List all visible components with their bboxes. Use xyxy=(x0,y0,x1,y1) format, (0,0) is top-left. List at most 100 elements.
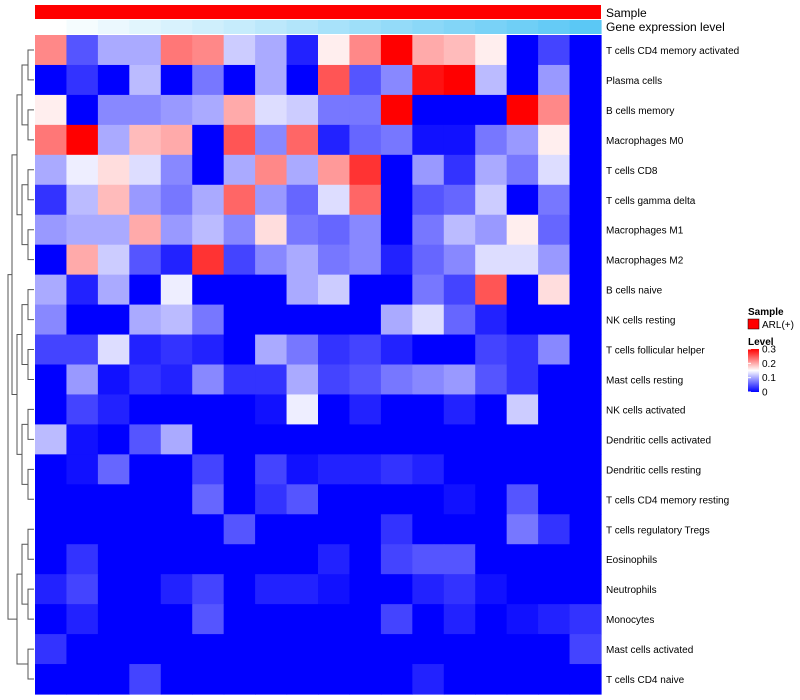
heatmap-cell xyxy=(129,424,162,455)
heatmap-cell xyxy=(35,514,68,545)
heatmap-cell xyxy=(129,544,162,575)
heatmap-cell xyxy=(380,514,413,545)
heatmap-cell xyxy=(538,544,571,575)
heatmap-cell xyxy=(66,274,99,306)
heatmap-cell xyxy=(475,94,508,126)
heatmap-cell xyxy=(255,244,288,276)
heatmap-cell xyxy=(475,484,508,515)
heatmap-cell xyxy=(475,274,508,306)
annotation-tracks xyxy=(35,5,602,34)
row-label: T cells CD4 memory activated xyxy=(606,46,739,57)
heatmap-cell xyxy=(443,664,476,695)
heatmap-cell xyxy=(318,244,351,276)
heatmap-cell xyxy=(349,214,382,246)
heatmap-cell xyxy=(97,514,130,545)
row-label: Macrophages M0 xyxy=(606,136,684,147)
heatmap-cell xyxy=(160,35,193,66)
heatmap-cell xyxy=(192,364,225,396)
heatmap-cell xyxy=(255,514,288,545)
heatmap-cell xyxy=(66,184,99,216)
heatmap-cell xyxy=(160,274,193,306)
legend-sample-swatch xyxy=(747,318,760,330)
heatmap-cell xyxy=(192,484,225,515)
heatmap-cell xyxy=(318,35,351,66)
heatmap-cell xyxy=(475,574,508,605)
heatmap-cell xyxy=(129,664,162,695)
heatmap-cell xyxy=(66,604,99,635)
heatmap-cell xyxy=(97,154,130,186)
heatmap-cell xyxy=(380,634,413,665)
heatmap-cell xyxy=(506,274,539,306)
heatmap-cell xyxy=(349,574,382,605)
heatmap-cell xyxy=(223,664,256,695)
heatmap-cell xyxy=(380,394,413,426)
heatmap-cell xyxy=(318,664,351,695)
heatmap-cell xyxy=(506,604,539,635)
heatmap-cell xyxy=(66,334,99,366)
heatmap-cell xyxy=(192,304,225,336)
heatmap-cell xyxy=(160,664,193,695)
annotation-expression-cell xyxy=(129,20,162,34)
legend-sample-title: Sample xyxy=(748,307,784,318)
heatmap-cell xyxy=(223,124,256,156)
row-label: T cells gamma delta xyxy=(606,196,696,207)
heatmap-cell xyxy=(569,274,602,306)
legend-gradient-bar xyxy=(748,349,759,392)
heatmap-cell xyxy=(412,664,445,695)
heatmap-cell xyxy=(380,244,413,276)
heatmap-cell xyxy=(380,64,413,96)
dendrogram-branch xyxy=(11,154,17,395)
heatmap-cell xyxy=(35,154,68,186)
row-label: Neutrophils xyxy=(606,585,657,596)
heatmap-cell xyxy=(412,184,445,216)
row-label: T cells CD8 xyxy=(606,166,658,177)
heatmap-cell xyxy=(380,424,413,455)
heatmap-cell xyxy=(569,35,602,66)
heatmap-cell xyxy=(475,64,508,96)
heatmap-cell xyxy=(192,244,225,276)
heatmap-cell xyxy=(192,154,225,186)
annotation-expression-cell xyxy=(318,20,351,34)
heatmap-cell xyxy=(286,35,319,66)
heatmap-cell xyxy=(538,394,571,426)
heatmap-cell xyxy=(538,94,571,126)
heatmap-cell xyxy=(443,304,476,336)
dendrogram-branch xyxy=(27,648,34,680)
heatmap-cell xyxy=(538,274,571,306)
heatmap-cell xyxy=(286,574,319,605)
annotation-expression-cell xyxy=(66,20,99,34)
heatmap-cell xyxy=(538,514,571,545)
heatmap-cell xyxy=(35,544,68,575)
heatmap-cell xyxy=(129,94,162,126)
heatmap-cell xyxy=(349,35,382,66)
heatmap-cell xyxy=(506,424,539,455)
heatmap-cell xyxy=(160,484,193,515)
heatmap-cell xyxy=(160,364,193,396)
heatmap-cell xyxy=(129,604,162,635)
heatmap-cell xyxy=(443,94,476,126)
heatmap-cell xyxy=(286,394,319,426)
row-label: Macrophages M1 xyxy=(606,226,684,237)
legend-sample-entry: ARL(+) xyxy=(762,320,794,331)
heatmap-cell xyxy=(569,424,602,455)
row-label: B cells memory xyxy=(606,106,674,117)
legend-ticks: 0.3 0.2 0.1 0 xyxy=(748,345,776,399)
heatmap-cell xyxy=(286,334,319,366)
heatmap-cell xyxy=(129,634,162,665)
heatmap-cell xyxy=(349,154,382,186)
heatmap-cell xyxy=(255,94,288,126)
heatmap-cell xyxy=(286,94,319,126)
heatmap-cell xyxy=(569,334,602,366)
heatmap-cell xyxy=(286,424,319,455)
heatmap-cell xyxy=(318,304,351,336)
heatmap-cell xyxy=(443,634,476,665)
heatmap-cell xyxy=(318,274,351,306)
dendrogram-branch xyxy=(21,184,28,246)
heatmap-cell xyxy=(349,274,382,306)
heatmap-cell xyxy=(97,544,130,575)
heatmap-cell xyxy=(412,35,445,66)
row-label: Plasma cells xyxy=(606,76,662,87)
heatmap-cell xyxy=(412,574,445,605)
annotation-label-sample: Sample xyxy=(606,6,647,20)
